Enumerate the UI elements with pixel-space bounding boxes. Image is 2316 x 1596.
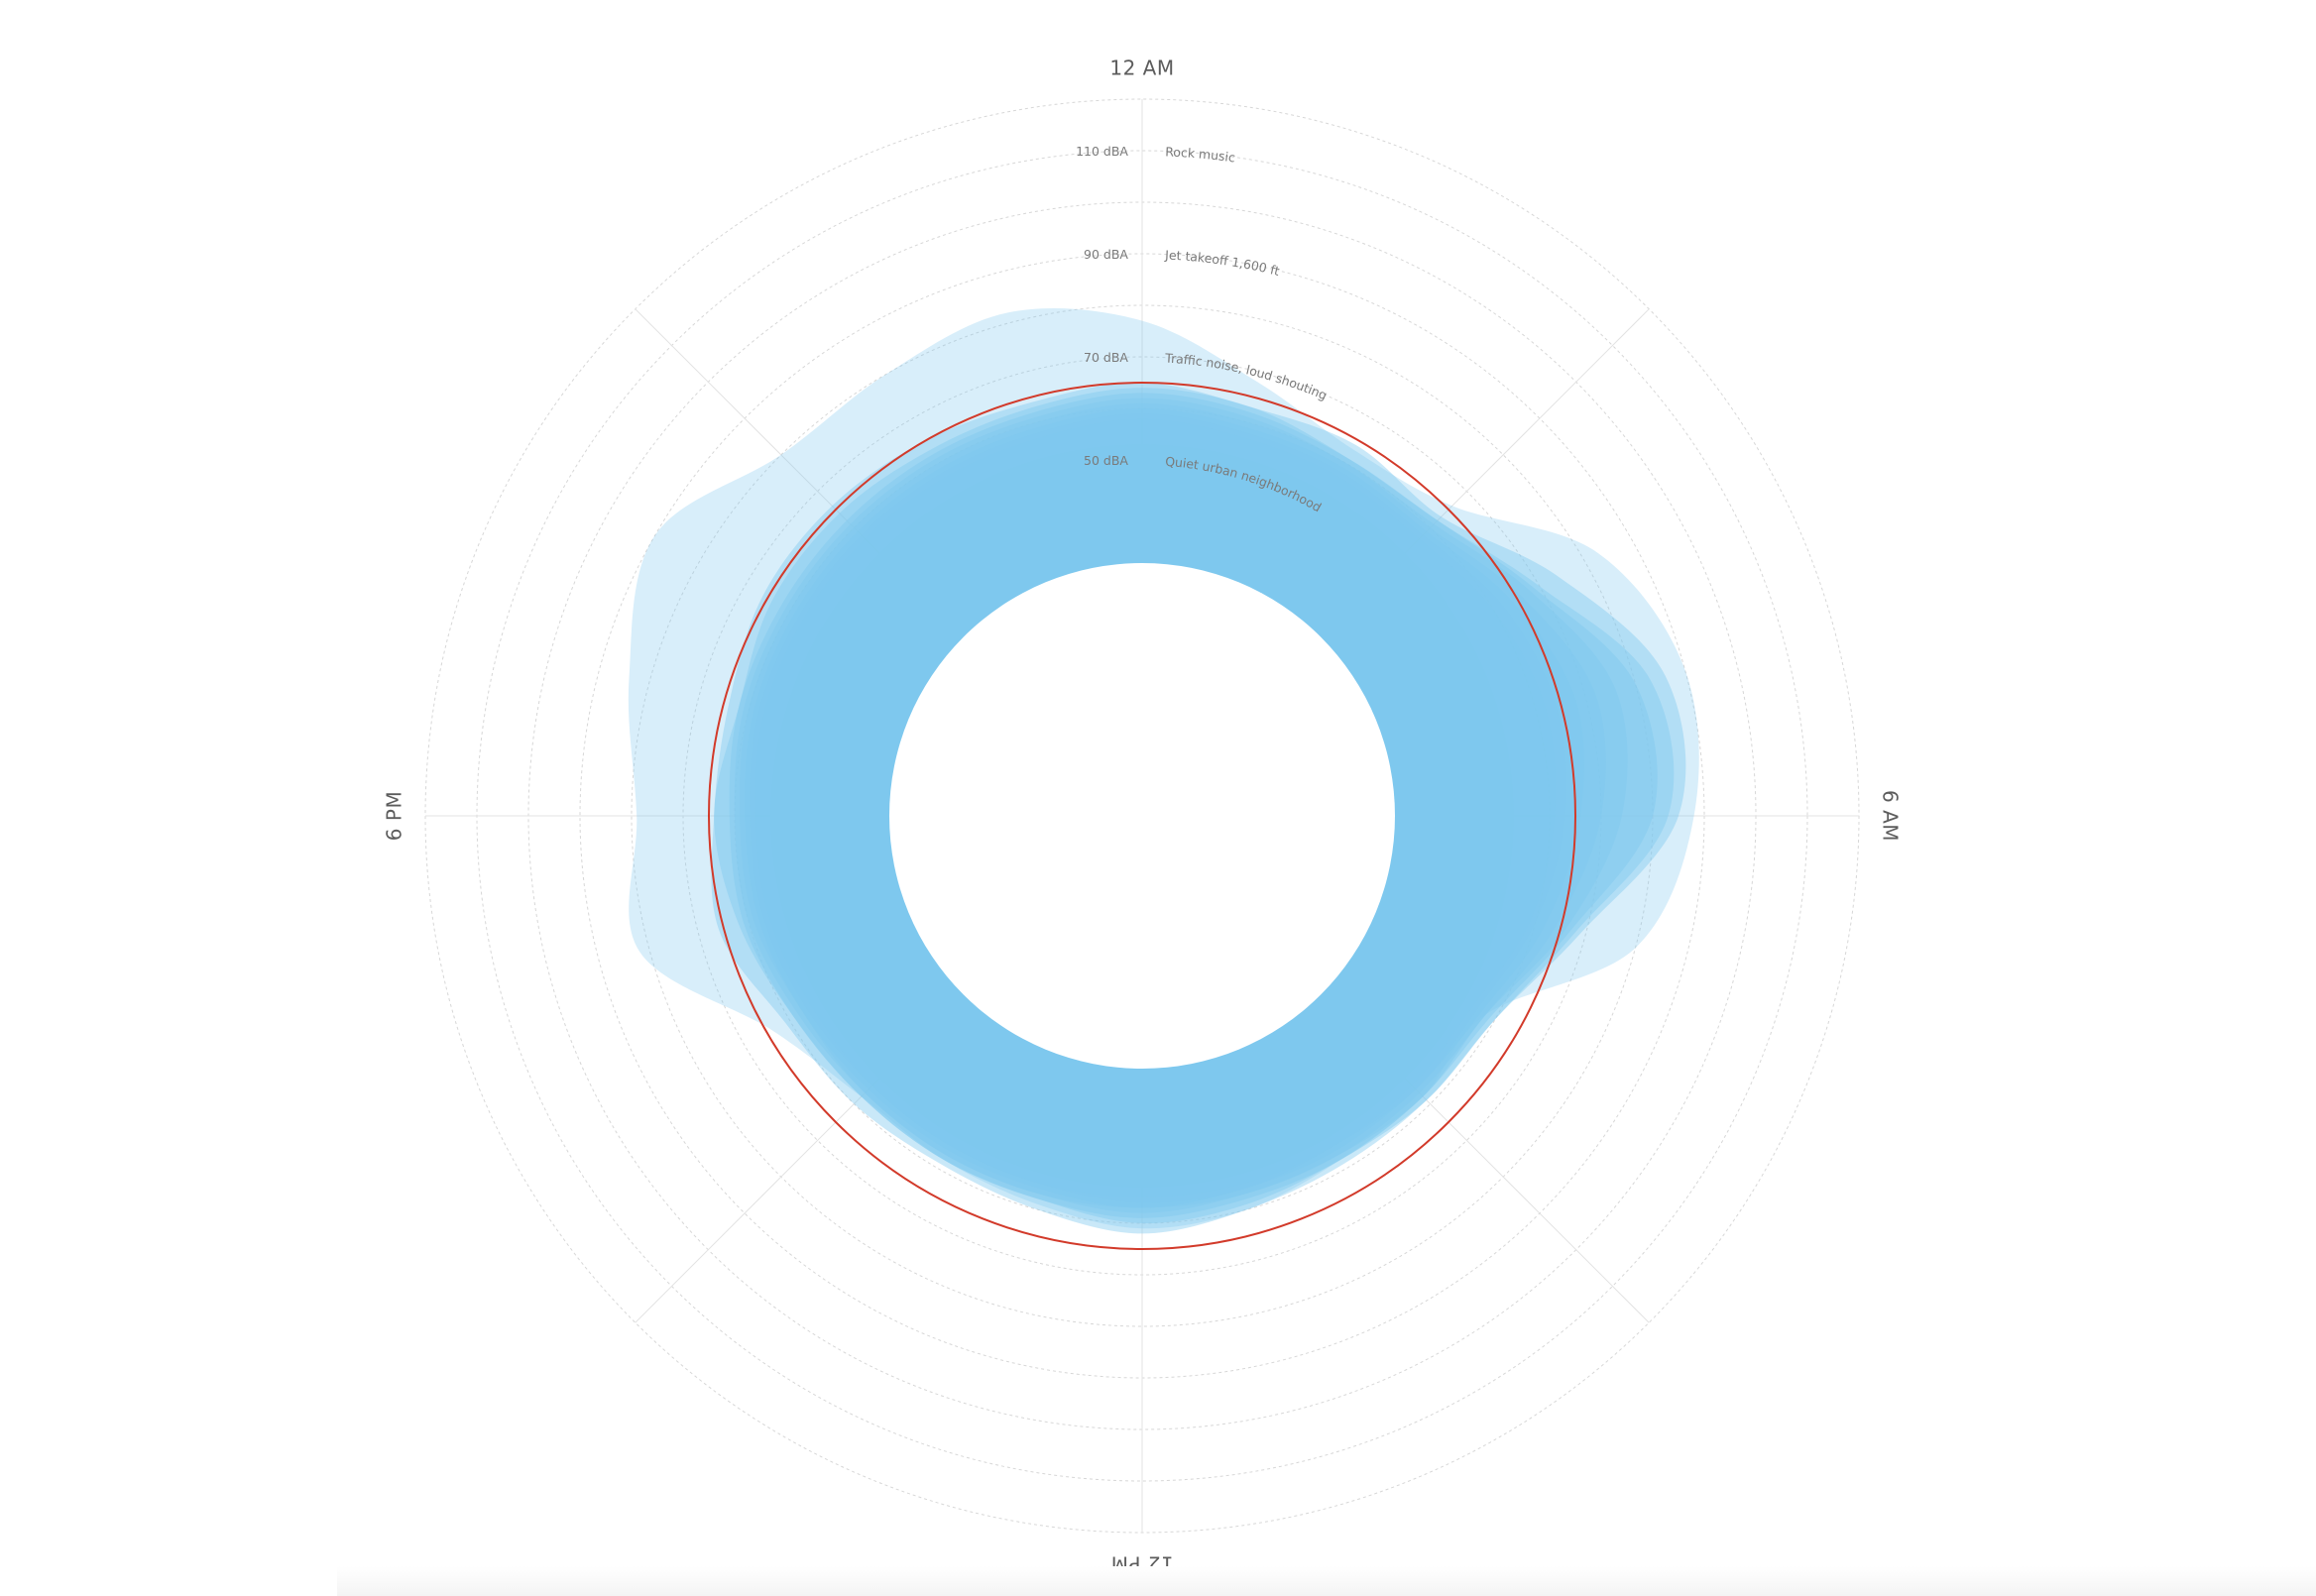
page-footer-band [337, 1566, 2316, 1596]
ring-value-label: 50 dBA [1084, 453, 1128, 468]
hour-label: 6 AM [1879, 790, 1903, 842]
ring-value-label: 90 dBA [1084, 247, 1128, 262]
hour-label: 6 PM [383, 791, 406, 841]
ring-value-label: 110 dBA [1076, 144, 1128, 159]
ring-note-label: Rock music [1165, 144, 1236, 165]
inner-hole [889, 563, 1395, 1069]
ring-value-label: 70 dBA [1084, 350, 1128, 365]
threshold-ring [708, 382, 1576, 1250]
ring-note-label: Jet takeoff 1,600 ft [1164, 247, 1281, 279]
hour-label: 12 AM [1109, 57, 1174, 80]
